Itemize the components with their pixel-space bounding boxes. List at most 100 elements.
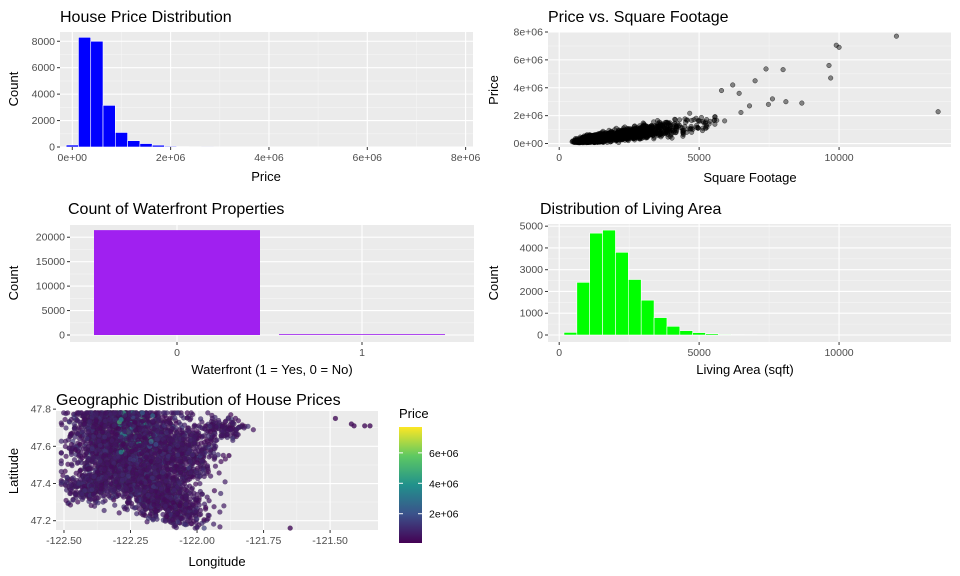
house-location-point [132, 446, 139, 453]
sqft-price-point [746, 103, 753, 109]
house-location-point [71, 426, 78, 432]
house-location-point [116, 510, 122, 516]
house-location-point [139, 509, 146, 515]
plot1-x-tick-label: 0e+00 [58, 152, 88, 164]
sqft-price-point [583, 135, 589, 141]
house-location-point [73, 470, 79, 476]
living-area-bin-bar [628, 279, 642, 336]
plot1-y-axis-title: Count [6, 71, 21, 106]
house-location-point [151, 451, 158, 457]
house-location-point [123, 447, 130, 453]
house-location-point [141, 448, 147, 454]
plot4-x-axis-title: Living Area (sqft) [696, 362, 794, 377]
house-location-point [148, 439, 154, 445]
plot2-y-tick-label: 0e+00 [514, 138, 544, 150]
living-area-bin-bar [563, 332, 578, 336]
house-location-point [101, 466, 107, 473]
house-location-point [145, 498, 151, 505]
house-location-point [109, 464, 115, 470]
house-location-point [142, 440, 149, 446]
house-location-point [123, 435, 129, 442]
house-location-point [81, 471, 88, 478]
sqft-price-point [610, 136, 616, 142]
house-location-point [65, 461, 71, 468]
house-location-point [87, 440, 94, 446]
house-location-point [64, 474, 70, 481]
sqft-price-point [780, 67, 786, 73]
house-location-point [67, 482, 74, 488]
plot2-title: Price vs. Square Footage [548, 9, 729, 26]
sqft-price-point [649, 124, 655, 130]
plot4-y-tick-label: 3000 [520, 264, 544, 276]
price-histogram-panel: 0e+00 2e+06 4e+06 6e+06 8e+06020004000600080… [6, 9, 481, 184]
price-bin-bar [65, 144, 79, 148]
sqft-price-point [651, 134, 657, 140]
house-location-point [178, 412, 185, 419]
house-location-point [103, 474, 109, 480]
sqft-price-point [893, 33, 899, 39]
plot1-ticks: 0e+00 2e+06 4e+06 6e+06 8e+06020004000600080… [32, 36, 481, 164]
living-area-bin-bar [589, 232, 603, 336]
house-location-point [160, 469, 167, 475]
plot4-x-tick-label: 10000 [824, 347, 853, 359]
house-location-point [220, 452, 226, 459]
sqft-price-point [621, 127, 627, 133]
plot3-x-tick-label: 0 [174, 347, 180, 359]
house-location-point [116, 468, 122, 474]
sqft-price-point [718, 87, 725, 94]
sqft-price-point [783, 99, 789, 105]
plot3-y-tick-label: 5000 [42, 305, 66, 317]
plot1-y-tick-label: 6000 [32, 62, 56, 74]
house-location-point [153, 441, 159, 448]
house-location-point [88, 502, 94, 509]
living-area-bin-bar [705, 333, 719, 336]
house-location-point [128, 441, 134, 447]
sqft-price-point [691, 117, 697, 123]
plot4-x-tick-label: 5000 [687, 347, 711, 359]
house-location-point [163, 445, 169, 451]
sqft-price-point [738, 109, 744, 116]
sqft-price-point [722, 118, 728, 124]
plot4-y-axis-title: Count [486, 265, 501, 300]
house-location-point [176, 479, 182, 486]
house-location-point [133, 497, 140, 503]
house-location-point [193, 481, 199, 487]
house-location-point [97, 458, 103, 465]
plot1-x-tick-label: 2e+06 [156, 152, 186, 164]
house-location-point [128, 434, 134, 440]
house-location-point [170, 447, 176, 453]
house-location-point [169, 437, 176, 444]
house-location-point [89, 446, 95, 452]
house-location-point [93, 430, 99, 436]
price-bin-bar [139, 143, 153, 148]
plot1-y-tick-label: 2000 [32, 115, 56, 127]
sqft-price-point [600, 139, 606, 145]
sqft-price-point [696, 118, 702, 124]
plot3-y-tick-label: 10000 [36, 281, 65, 293]
sqft-price-point [695, 125, 701, 131]
sqft-price-point [660, 131, 666, 137]
plot2-y-axis-title: Price [486, 75, 501, 105]
plot1-bars [65, 36, 214, 148]
sqft-price-point [659, 122, 665, 128]
house-location-point [158, 486, 164, 492]
house-location-point [119, 434, 125, 441]
house-location-point [165, 487, 171, 494]
sqft-price-point [668, 132, 674, 138]
house-location-point [198, 458, 205, 464]
house-location-point [83, 449, 90, 456]
house-location-point [168, 410, 175, 416]
house-location-point [115, 492, 122, 498]
house-location-point [186, 483, 193, 489]
house-location-point [180, 436, 187, 442]
sqft-price-point [637, 135, 643, 141]
sqft-price-point [712, 114, 718, 120]
house-location-point [94, 469, 101, 475]
house-location-point [88, 496, 94, 503]
sqft-price-point [667, 122, 673, 128]
living-area-bin-bar [666, 325, 681, 336]
sqft-price-point [652, 127, 659, 133]
price-bin-bar [90, 40, 104, 148]
house-location-point [119, 476, 126, 483]
